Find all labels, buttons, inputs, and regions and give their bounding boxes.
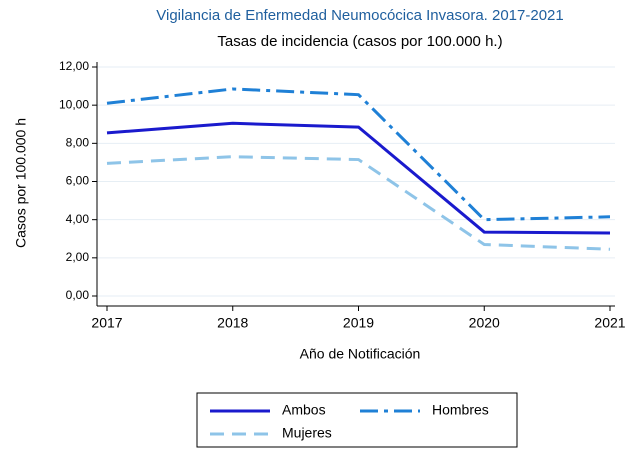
y-tick-label: 12,00 bbox=[59, 59, 89, 73]
y-tick-label: 8,00 bbox=[66, 136, 90, 150]
x-tick-label: 2020 bbox=[469, 315, 500, 331]
legend-label: Ambos bbox=[282, 402, 326, 418]
x-axis-label: Año de Notificación bbox=[300, 346, 421, 362]
chart-title: Vigilancia de Enfermedad Neumocócica Inv… bbox=[156, 7, 563, 24]
y-tick-label: 6,00 bbox=[66, 174, 90, 188]
x-tick-label: 2021 bbox=[594, 315, 625, 331]
y-tick-label: 0,00 bbox=[66, 288, 90, 302]
legend-label: Hombres bbox=[432, 402, 489, 418]
x-tick-label: 2017 bbox=[91, 315, 122, 331]
chart-subtitle: Tasas de incidencia (casos por 100.000 h… bbox=[217, 33, 502, 50]
y-tick-label: 10,00 bbox=[59, 97, 89, 111]
legend-box bbox=[196, 392, 518, 448]
series-line bbox=[106, 87, 611, 222]
series-line bbox=[106, 155, 611, 251]
x-tick-label: 2019 bbox=[343, 315, 374, 331]
y-tick-label: 2,00 bbox=[66, 250, 90, 264]
legend-label: Mujeres bbox=[282, 425, 332, 441]
y-tick-label: 4,00 bbox=[66, 212, 90, 226]
x-tick-label: 2018 bbox=[217, 315, 248, 331]
y-axis-label: Casos por 100.000 h bbox=[13, 118, 29, 248]
series-line bbox=[106, 121, 611, 235]
